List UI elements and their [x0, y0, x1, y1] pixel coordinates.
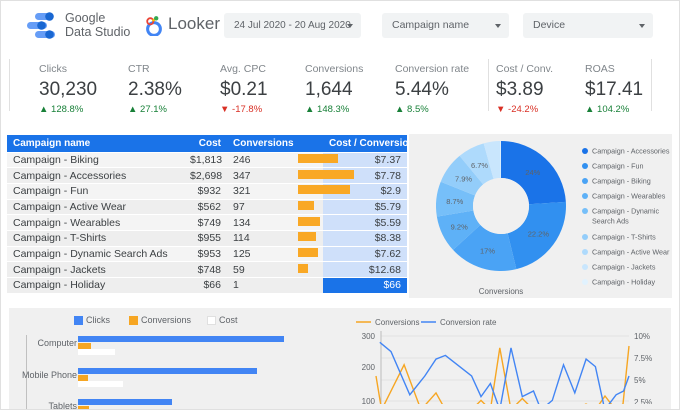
- svg-text:Campaign - T-Shirts: Campaign - T-Shirts: [592, 233, 656, 242]
- svg-text:Conversions: Conversions: [479, 287, 523, 296]
- svg-text:Search Ads: Search Ads: [592, 217, 629, 226]
- svg-text:Campaign - Jackets: Campaign - Jackets: [592, 263, 656, 272]
- svg-text:24%: 24%: [525, 168, 540, 177]
- svg-text:Campaign - Accessories: Campaign - Accessories: [592, 147, 670, 156]
- svg-text:7.9%: 7.9%: [455, 175, 472, 184]
- svg-text:Campaign - Dynamic: Campaign - Dynamic: [592, 207, 660, 216]
- svg-text:Campaign - Wearables: Campaign - Wearables: [592, 192, 666, 201]
- svg-text:5%: 5%: [634, 376, 646, 385]
- svg-text:200: 200: [362, 363, 376, 372]
- svg-text:Campaign - Holiday: Campaign - Holiday: [592, 278, 656, 287]
- svg-text:Conversions: Conversions: [375, 318, 419, 327]
- svg-text:6.7%: 6.7%: [471, 161, 488, 170]
- svg-text:100: 100: [362, 397, 376, 404]
- svg-text:10%: 10%: [634, 332, 650, 341]
- svg-text:9.2%: 9.2%: [451, 222, 468, 231]
- svg-text:2.5%: 2.5%: [634, 398, 652, 404]
- svg-text:22.2%: 22.2%: [528, 230, 550, 239]
- svg-text:7.5%: 7.5%: [634, 354, 652, 363]
- svg-text:Conversion rate: Conversion rate: [440, 318, 497, 327]
- svg-text:17%: 17%: [480, 247, 495, 256]
- svg-text:300: 300: [362, 332, 376, 341]
- svg-text:Campaign - Fun: Campaign - Fun: [592, 162, 644, 171]
- svg-text:Campaign - Biking: Campaign - Biking: [592, 177, 651, 186]
- svg-text:8.7%: 8.7%: [446, 197, 463, 206]
- svg-text:Campaign - Active Wear: Campaign - Active Wear: [592, 248, 670, 257]
